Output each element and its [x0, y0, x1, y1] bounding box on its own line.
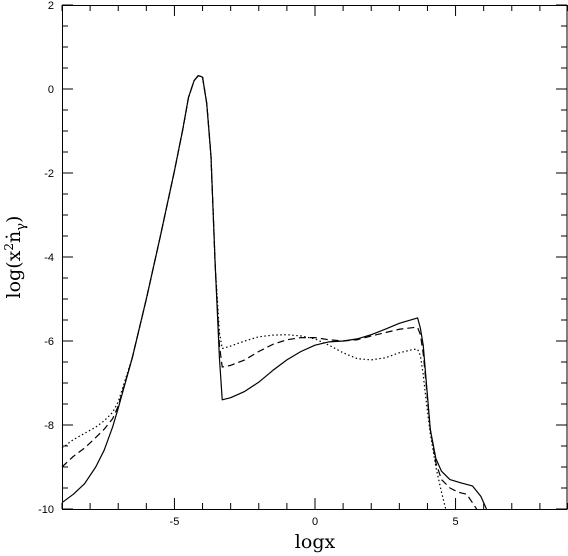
- series-dotted-line: [61, 74, 447, 510]
- series-layer: [61, 74, 488, 510]
- y-axis-title: log(x2ṅγ): [2, 216, 29, 299]
- y-tick-label: -10: [38, 504, 54, 516]
- y-tick-label: 0: [48, 84, 54, 96]
- plot-frame: [62, 5, 568, 510]
- y-tick-label: -6: [44, 336, 54, 348]
- tick-labels: -5 0 5 -10 -8 -6 -4 -2 0 2: [38, 0, 459, 528]
- y-tick-label: 2: [48, 0, 54, 12]
- ticks-layer: [61, 4, 568, 510]
- x-tick-label: 0: [312, 516, 318, 528]
- y-tick-label: -8: [44, 420, 54, 432]
- x-axis-title: logx: [295, 531, 336, 553]
- y-tick-label: -4: [44, 252, 54, 264]
- y-tick-label: -2: [44, 168, 54, 180]
- x-tick-label: -5: [170, 516, 180, 528]
- x-tick-label: 5: [452, 516, 458, 528]
- series-solid-line: [61, 74, 488, 510]
- series-dashed-line: [61, 74, 478, 510]
